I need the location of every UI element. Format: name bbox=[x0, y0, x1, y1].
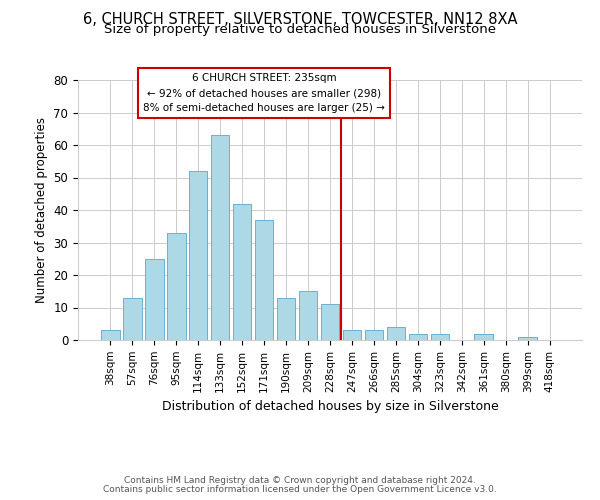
Bar bbox=[386, 327, 405, 340]
Y-axis label: Number of detached properties: Number of detached properties bbox=[35, 117, 48, 303]
Bar bbox=[233, 204, 251, 340]
Bar bbox=[299, 291, 317, 340]
Bar bbox=[167, 233, 185, 340]
Bar bbox=[365, 330, 383, 340]
X-axis label: Distribution of detached houses by size in Silverstone: Distribution of detached houses by size … bbox=[161, 400, 499, 413]
Bar bbox=[343, 330, 361, 340]
Bar bbox=[320, 304, 340, 340]
Bar bbox=[145, 259, 164, 340]
Bar bbox=[518, 337, 537, 340]
Text: Size of property relative to detached houses in Silverstone: Size of property relative to detached ho… bbox=[104, 22, 496, 36]
Bar bbox=[189, 171, 208, 340]
Bar bbox=[475, 334, 493, 340]
Bar bbox=[101, 330, 119, 340]
Bar bbox=[409, 334, 427, 340]
Bar bbox=[277, 298, 295, 340]
Text: Contains public sector information licensed under the Open Government Licence v3: Contains public sector information licen… bbox=[103, 485, 497, 494]
Bar bbox=[211, 135, 229, 340]
Bar bbox=[431, 334, 449, 340]
Bar bbox=[123, 298, 142, 340]
Text: 6 CHURCH STREET: 235sqm
← 92% of detached houses are smaller (298)
8% of semi-de: 6 CHURCH STREET: 235sqm ← 92% of detache… bbox=[143, 73, 385, 113]
Text: Contains HM Land Registry data © Crown copyright and database right 2024.: Contains HM Land Registry data © Crown c… bbox=[124, 476, 476, 485]
Bar bbox=[255, 220, 274, 340]
Text: 6, CHURCH STREET, SILVERSTONE, TOWCESTER, NN12 8XA: 6, CHURCH STREET, SILVERSTONE, TOWCESTER… bbox=[83, 12, 517, 28]
